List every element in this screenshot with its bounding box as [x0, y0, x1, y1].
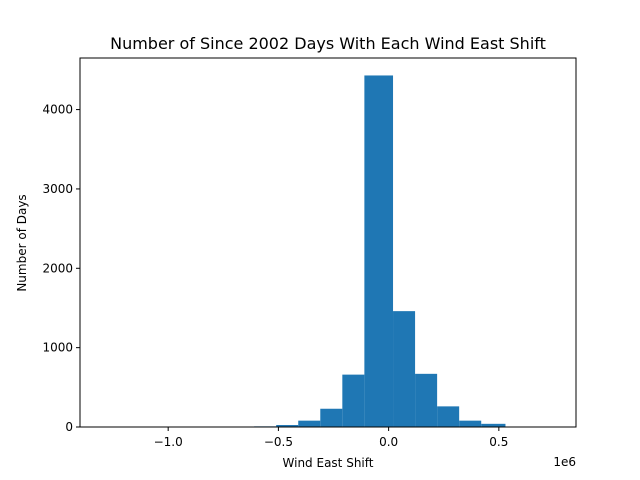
y-tick-label: 1000	[42, 341, 73, 355]
x-tick-label: −1.0	[154, 435, 183, 449]
histogram-bar	[364, 75, 394, 427]
x-tick-label: 0.5	[489, 435, 508, 449]
x-axis-label: Wind East Shift	[283, 456, 374, 470]
y-tick-label: 0	[65, 420, 73, 434]
histogram-bar	[459, 420, 482, 427]
chart-title: Number of Since 2002 Days With Each Wind…	[110, 34, 546, 53]
histogram-bar	[393, 311, 416, 427]
histogram-bar	[298, 420, 321, 427]
y-tick-label: 2000	[42, 261, 73, 275]
histogram-bars	[99, 75, 550, 427]
y-axis-label: Number of Days	[15, 194, 29, 291]
histogram-bar	[342, 374, 365, 427]
histogram-bar	[437, 406, 460, 427]
histogram-bar	[481, 423, 506, 427]
y-tick-label: 4000	[42, 103, 73, 117]
histogram-bar	[320, 408, 343, 427]
histogram-bar	[415, 373, 438, 427]
x-axis-offset-label: 1e6	[553, 455, 576, 469]
histogram-bar	[276, 425, 299, 427]
y-tick-label: 3000	[42, 182, 73, 196]
y-axis-ticks: 0 1000 2000 3000 4000	[42, 103, 80, 434]
plot-frame	[79, 57, 577, 428]
x-axis-ticks: −1.0 −0.5 0.0 0.5	[154, 427, 508, 449]
x-tick-label: −0.5	[264, 435, 293, 449]
x-tick-label: 0.0	[379, 435, 398, 449]
